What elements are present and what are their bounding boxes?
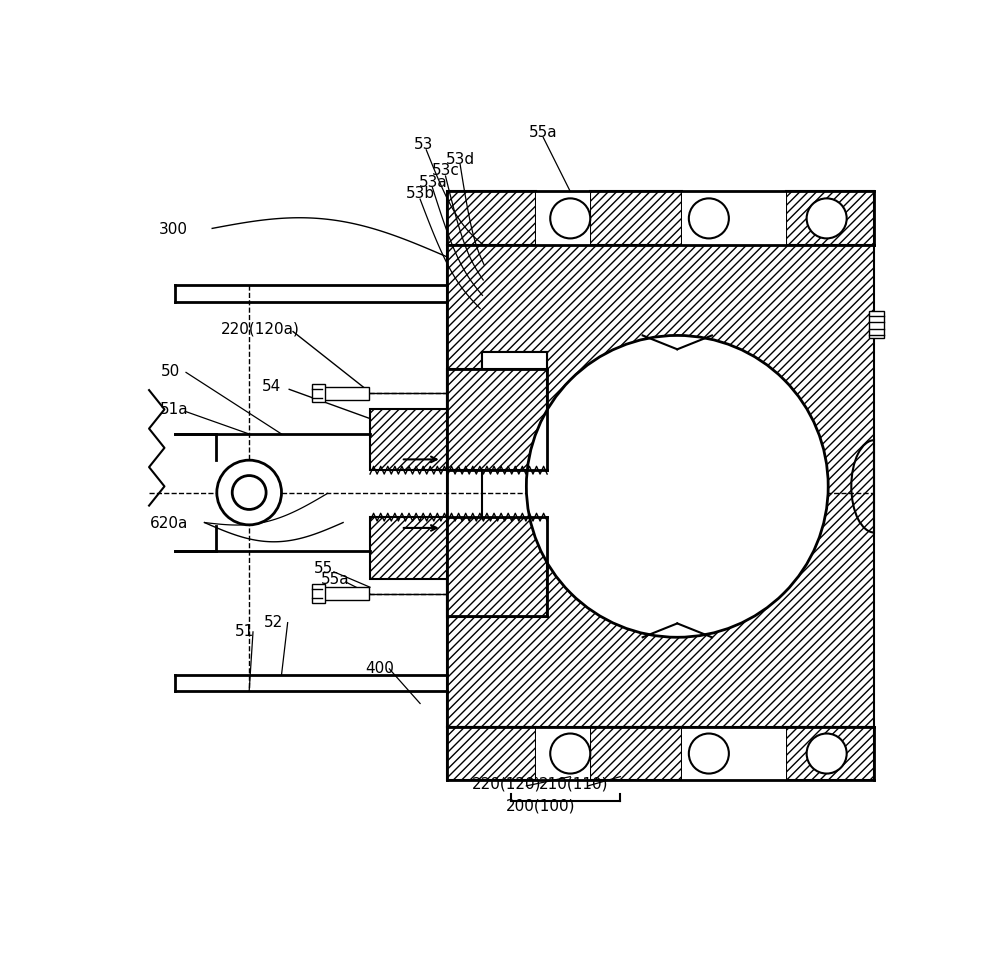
Text: 53d: 53d xyxy=(446,152,475,166)
Text: 55: 55 xyxy=(313,560,333,575)
Text: 55a: 55a xyxy=(321,572,350,586)
Text: 55a: 55a xyxy=(529,125,558,139)
Bar xyxy=(447,471,547,518)
Text: 300: 300 xyxy=(159,222,188,236)
Text: 210(110): 210(110) xyxy=(539,776,609,791)
Text: 53b: 53b xyxy=(406,186,435,201)
Circle shape xyxy=(689,734,729,774)
Circle shape xyxy=(807,199,847,239)
Text: 53: 53 xyxy=(414,137,434,152)
Bar xyxy=(590,727,682,780)
Bar xyxy=(536,192,590,246)
Text: 52: 52 xyxy=(264,614,283,628)
Bar xyxy=(786,727,874,780)
Bar xyxy=(370,518,447,579)
Bar xyxy=(482,353,547,369)
Bar xyxy=(447,192,536,246)
Bar xyxy=(312,584,325,603)
Bar xyxy=(370,409,447,471)
Circle shape xyxy=(526,336,828,637)
Text: 53c: 53c xyxy=(432,163,460,178)
Text: 54: 54 xyxy=(262,379,281,394)
Text: 220(120): 220(120) xyxy=(472,776,541,791)
Circle shape xyxy=(807,734,847,774)
Bar xyxy=(482,353,547,369)
Bar xyxy=(682,192,786,246)
Circle shape xyxy=(550,199,590,239)
Circle shape xyxy=(689,199,729,239)
Bar xyxy=(682,727,786,780)
Circle shape xyxy=(550,734,590,774)
Text: 51: 51 xyxy=(235,623,254,638)
Text: 50: 50 xyxy=(161,363,180,379)
Bar xyxy=(447,518,547,618)
Bar xyxy=(322,587,369,601)
Bar xyxy=(447,246,874,727)
Bar xyxy=(536,727,590,780)
Text: 200(100): 200(100) xyxy=(505,798,575,813)
Text: 220(120a): 220(120a) xyxy=(221,322,299,336)
Bar xyxy=(447,369,547,471)
Text: 400: 400 xyxy=(366,660,394,675)
Bar xyxy=(869,311,884,338)
Text: 51a: 51a xyxy=(159,402,188,417)
Text: 53a: 53a xyxy=(419,175,448,189)
Text: 620a: 620a xyxy=(150,515,188,530)
Bar xyxy=(312,384,325,403)
Bar xyxy=(590,192,682,246)
Bar xyxy=(786,192,874,246)
Circle shape xyxy=(217,460,282,526)
Bar xyxy=(322,387,369,401)
Circle shape xyxy=(232,476,266,510)
Bar xyxy=(447,727,536,780)
